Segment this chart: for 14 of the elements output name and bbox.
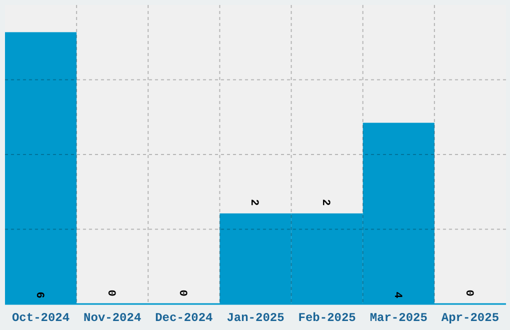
x-tick-label: Jan-2025 [226, 311, 284, 325]
x-tick-label: Apr-2025 [441, 311, 500, 325]
x-tick-label: Nov-2024 [84, 311, 142, 325]
x-tick-label: Mar-2025 [370, 311, 428, 325]
data-label: 6 [32, 292, 45, 298]
data-label: 4 [390, 292, 403, 299]
x-tick-label: Dec-2024 [155, 311, 213, 325]
x-tick-label: Oct-2024 [12, 311, 70, 325]
data-label: 2 [319, 199, 332, 206]
data-label: 2 [248, 199, 260, 206]
data-label: 0 [104, 290, 117, 296]
data-label: 0 [462, 290, 474, 296]
x-tick-label: Feb-2025 [298, 311, 356, 325]
data-label: 0 [176, 290, 188, 296]
